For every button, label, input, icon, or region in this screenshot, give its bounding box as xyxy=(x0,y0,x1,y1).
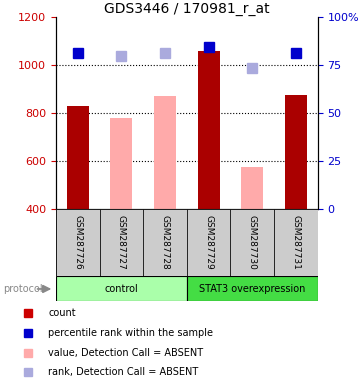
Text: STAT3 overexpression: STAT3 overexpression xyxy=(199,284,305,294)
Bar xyxy=(187,276,318,301)
Text: protocol: protocol xyxy=(4,284,43,294)
Bar xyxy=(56,276,187,301)
Bar xyxy=(100,209,143,276)
Bar xyxy=(67,106,89,209)
Text: GSM287727: GSM287727 xyxy=(117,215,126,270)
Bar xyxy=(230,209,274,276)
Bar xyxy=(274,209,318,276)
Text: percentile rank within the sample: percentile rank within the sample xyxy=(48,328,213,338)
Text: GSM287730: GSM287730 xyxy=(248,215,257,270)
Title: GDS3446 / 170981_r_at: GDS3446 / 170981_r_at xyxy=(104,2,270,16)
Bar xyxy=(154,96,176,209)
Text: GSM287731: GSM287731 xyxy=(291,215,300,270)
Text: control: control xyxy=(105,284,138,294)
Bar xyxy=(110,118,132,209)
Text: rank, Detection Call = ABSENT: rank, Detection Call = ABSENT xyxy=(48,367,198,377)
Text: GSM287729: GSM287729 xyxy=(204,215,213,270)
Bar xyxy=(242,167,263,209)
Bar xyxy=(56,209,100,276)
Bar xyxy=(198,51,219,209)
Text: count: count xyxy=(48,308,76,318)
Text: value, Detection Call = ABSENT: value, Detection Call = ABSENT xyxy=(48,348,203,358)
Bar xyxy=(285,95,307,209)
Text: GSM287726: GSM287726 xyxy=(73,215,82,270)
Text: GSM287728: GSM287728 xyxy=(161,215,170,270)
Bar xyxy=(143,209,187,276)
Bar xyxy=(187,209,230,276)
